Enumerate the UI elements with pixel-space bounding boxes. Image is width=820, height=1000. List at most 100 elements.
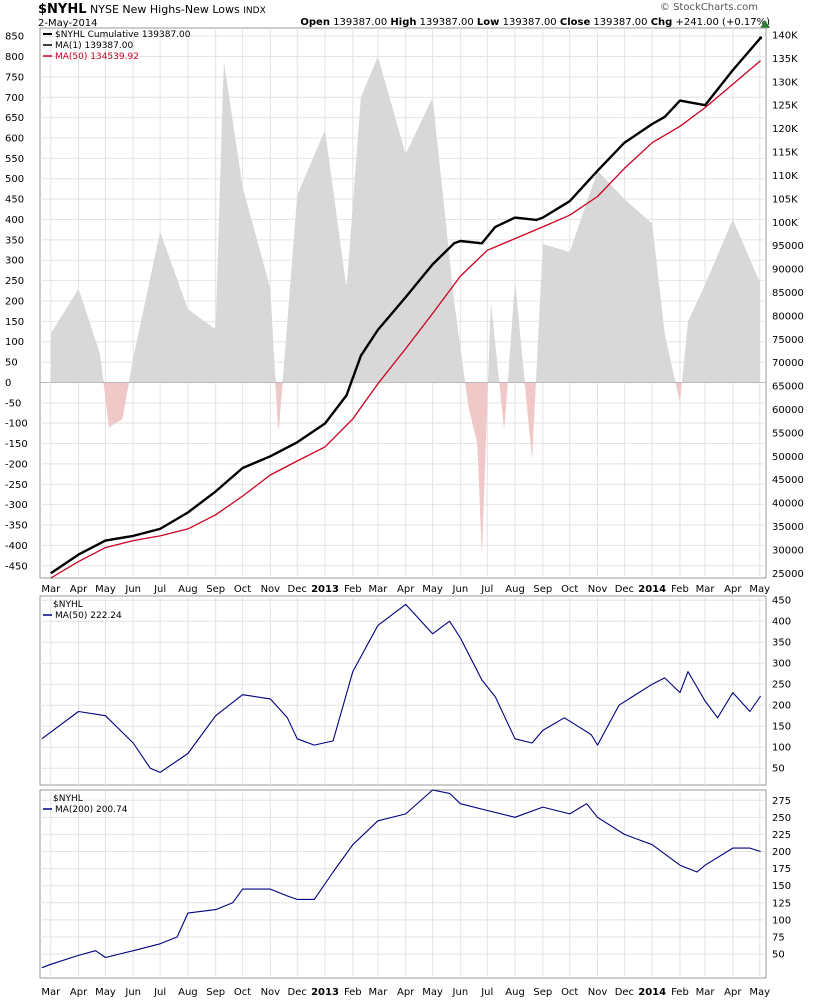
right-axis-tick-label: 105K — [772, 194, 798, 205]
left-axis-tick-label: 650 — [5, 113, 24, 124]
left-axis-tick-label: -50 — [5, 398, 21, 409]
right-axis-tick-label: 65000 — [772, 382, 804, 393]
right-axis-tick-label: 110K — [772, 171, 798, 182]
x-axis-main-tick-label: Feb — [344, 584, 362, 595]
x-axis-bottom-tick-label: Feb — [344, 987, 362, 998]
ma50-panel-axis-tick-label: 350 — [772, 638, 791, 649]
ma50-panel-axis-tick-label: 50 — [772, 764, 785, 775]
x-axis-bottom-tick-label: 2014 — [638, 987, 666, 998]
ohlc-readout: Open 139387.00 High 139387.00 Low 139387… — [300, 17, 770, 28]
ma1-point — [759, 36, 763, 40]
chg-label: Chg — [650, 17, 673, 28]
x-axis-main-tick-label: Jul — [153, 584, 166, 595]
exchange-label: INDX — [243, 6, 266, 16]
left-axis-tick-label: 250 — [5, 276, 24, 287]
left-axis-tick-label: 700 — [5, 93, 24, 104]
close-label: Close — [559, 17, 591, 28]
left-axis-tick-label: 300 — [5, 256, 24, 267]
x-axis-main-tick-label: Mar — [368, 584, 388, 595]
x-axis-bottom-tick-label: Dec — [288, 987, 307, 998]
low-value: 139387.00 — [502, 17, 557, 28]
legend-cumulative-text: $NYHL Cumulative 139387.00 — [55, 30, 191, 40]
x-axis-main-tick-label: Jul — [480, 584, 493, 595]
x-axis-bottom-tick-label: Apr — [397, 987, 415, 998]
x-axis-bottom-tick-label: Sep — [533, 987, 552, 998]
x-axis-bottom-tick-label: Nov — [261, 987, 281, 998]
x-axis-bottom-tick-label: Oct — [234, 987, 251, 998]
ma200-panel-axis-tick-label: 275 — [772, 796, 791, 807]
left-axis-tick-label: 750 — [5, 72, 24, 83]
left-axis-tick-label: -200 — [5, 459, 28, 470]
left-axis-tick-label: 500 — [5, 174, 24, 185]
x-axis-bottom-tick-label: Mar — [368, 987, 388, 998]
x-axis-main-tick-label: Nov — [588, 584, 608, 595]
ma50-panel-axis-tick-label: 250 — [772, 680, 791, 691]
left-axis-tick-label: 850 — [5, 32, 24, 43]
legend-ma50-text: MA(50) 134539.92 — [55, 52, 139, 62]
ma200-panel-line — [41, 789, 761, 969]
symbol-label: $NYHL — [38, 2, 87, 17]
ma200-panel-panel-frame — [39, 789, 767, 979]
up-arrow-icon — [760, 20, 770, 28]
right-axis-tick-label: 115K — [772, 148, 798, 159]
x-axis-main-tick-label: Dec — [615, 584, 634, 595]
right-axis-tick-label: 135K — [772, 54, 798, 65]
high-label: High — [390, 17, 417, 28]
x-axis-bottom-tick-label: Jul — [480, 987, 493, 998]
x-axis-bottom-tick-label: Mar — [696, 987, 716, 998]
ma50-panel-axis-tick-label: 450 — [772, 596, 791, 607]
right-axis-tick-label: 25000 — [772, 569, 804, 580]
x-axis-main-tick-label: May — [749, 584, 770, 595]
right-axis-tick-label: 50000 — [772, 452, 804, 463]
close-value: 139387.00 — [593, 17, 648, 28]
left-axis-tick-label: 350 — [5, 235, 24, 246]
right-axis-tick-label: 100K — [772, 218, 798, 229]
left-axis-tick-label: -450 — [5, 561, 28, 572]
right-axis-tick-label: 35000 — [772, 522, 804, 533]
low-label: Low — [476, 17, 500, 28]
right-axis-tick-label: 30000 — [772, 545, 804, 556]
left-axis-tick-label: 400 — [5, 215, 24, 226]
x-axis-bottom-tick-label: May — [95, 987, 116, 998]
left-axis-tick-label: -350 — [5, 521, 28, 532]
main-panel-frame — [39, 27, 767, 579]
x-axis-main-tick-label: Sep — [533, 584, 552, 595]
right-axis-tick-label: 125K — [772, 101, 798, 112]
x-axis-bottom-tick-label: May — [422, 987, 443, 998]
chart-date: 2-May-2014 — [38, 18, 98, 29]
chart-title: $NYHL NYSE New Highs-New Lows INDX — [38, 2, 266, 17]
x-axis-bottom-tick-label: Dec — [615, 987, 634, 998]
right-axis-tick-label: 40000 — [772, 499, 804, 510]
ma50-panel-panel-frame — [39, 595, 767, 786]
ma200-panel-axis-tick-label: 200 — [772, 847, 791, 858]
ma50-panel-axis-tick-label: 200 — [772, 701, 791, 712]
x-axis-bottom-tick-label: Apr — [724, 987, 742, 998]
ma50-panel-axis-tick-label: 150 — [772, 722, 791, 733]
right-axis-tick-label: 70000 — [772, 358, 804, 369]
x-axis-bottom-tick-label: Jun — [124, 987, 141, 998]
right-axis-tick-label: 140K — [772, 31, 798, 42]
ma200-panel-axis-tick-label: 100 — [772, 915, 791, 926]
left-axis-tick-label: 50 — [5, 358, 18, 369]
ma200-panel-axis-tick-label: 250 — [772, 813, 791, 824]
open-label: Open — [300, 17, 330, 28]
x-axis-bottom-tick-label: Aug — [505, 987, 525, 998]
ma200-panel-axis-tick-label: 125 — [772, 898, 791, 909]
x-axis-main-tick-label: Feb — [671, 584, 689, 595]
ma200-panel-axis-tick-label: 150 — [772, 881, 791, 892]
x-axis-bottom-tick-label: 2013 — [311, 987, 339, 998]
x-axis-main-tick-label: Apr — [724, 584, 742, 595]
ma50-panel-axis-tick-label: 300 — [772, 659, 791, 670]
x-axis-main-tick-label: Mar — [41, 584, 61, 595]
x-axis-main-tick-label: Apr — [397, 584, 415, 595]
ma200-panel-legend-text: MA(200) 200.74 — [55, 805, 128, 815]
x-axis-bottom-tick-label: Feb — [671, 987, 689, 998]
x-axis-bottom-tick-label: Oct — [561, 987, 578, 998]
x-axis-bottom-tick-label: May — [749, 987, 770, 998]
chg-value: +241.00 (+0.17%) — [675, 17, 771, 28]
ma200-panel-axis-tick-label: 175 — [772, 864, 791, 875]
histogram-negative-area — [51, 382, 760, 554]
x-axis-main-tick-label: 2014 — [638, 584, 666, 595]
right-axis-tick-label: 60000 — [772, 405, 804, 416]
